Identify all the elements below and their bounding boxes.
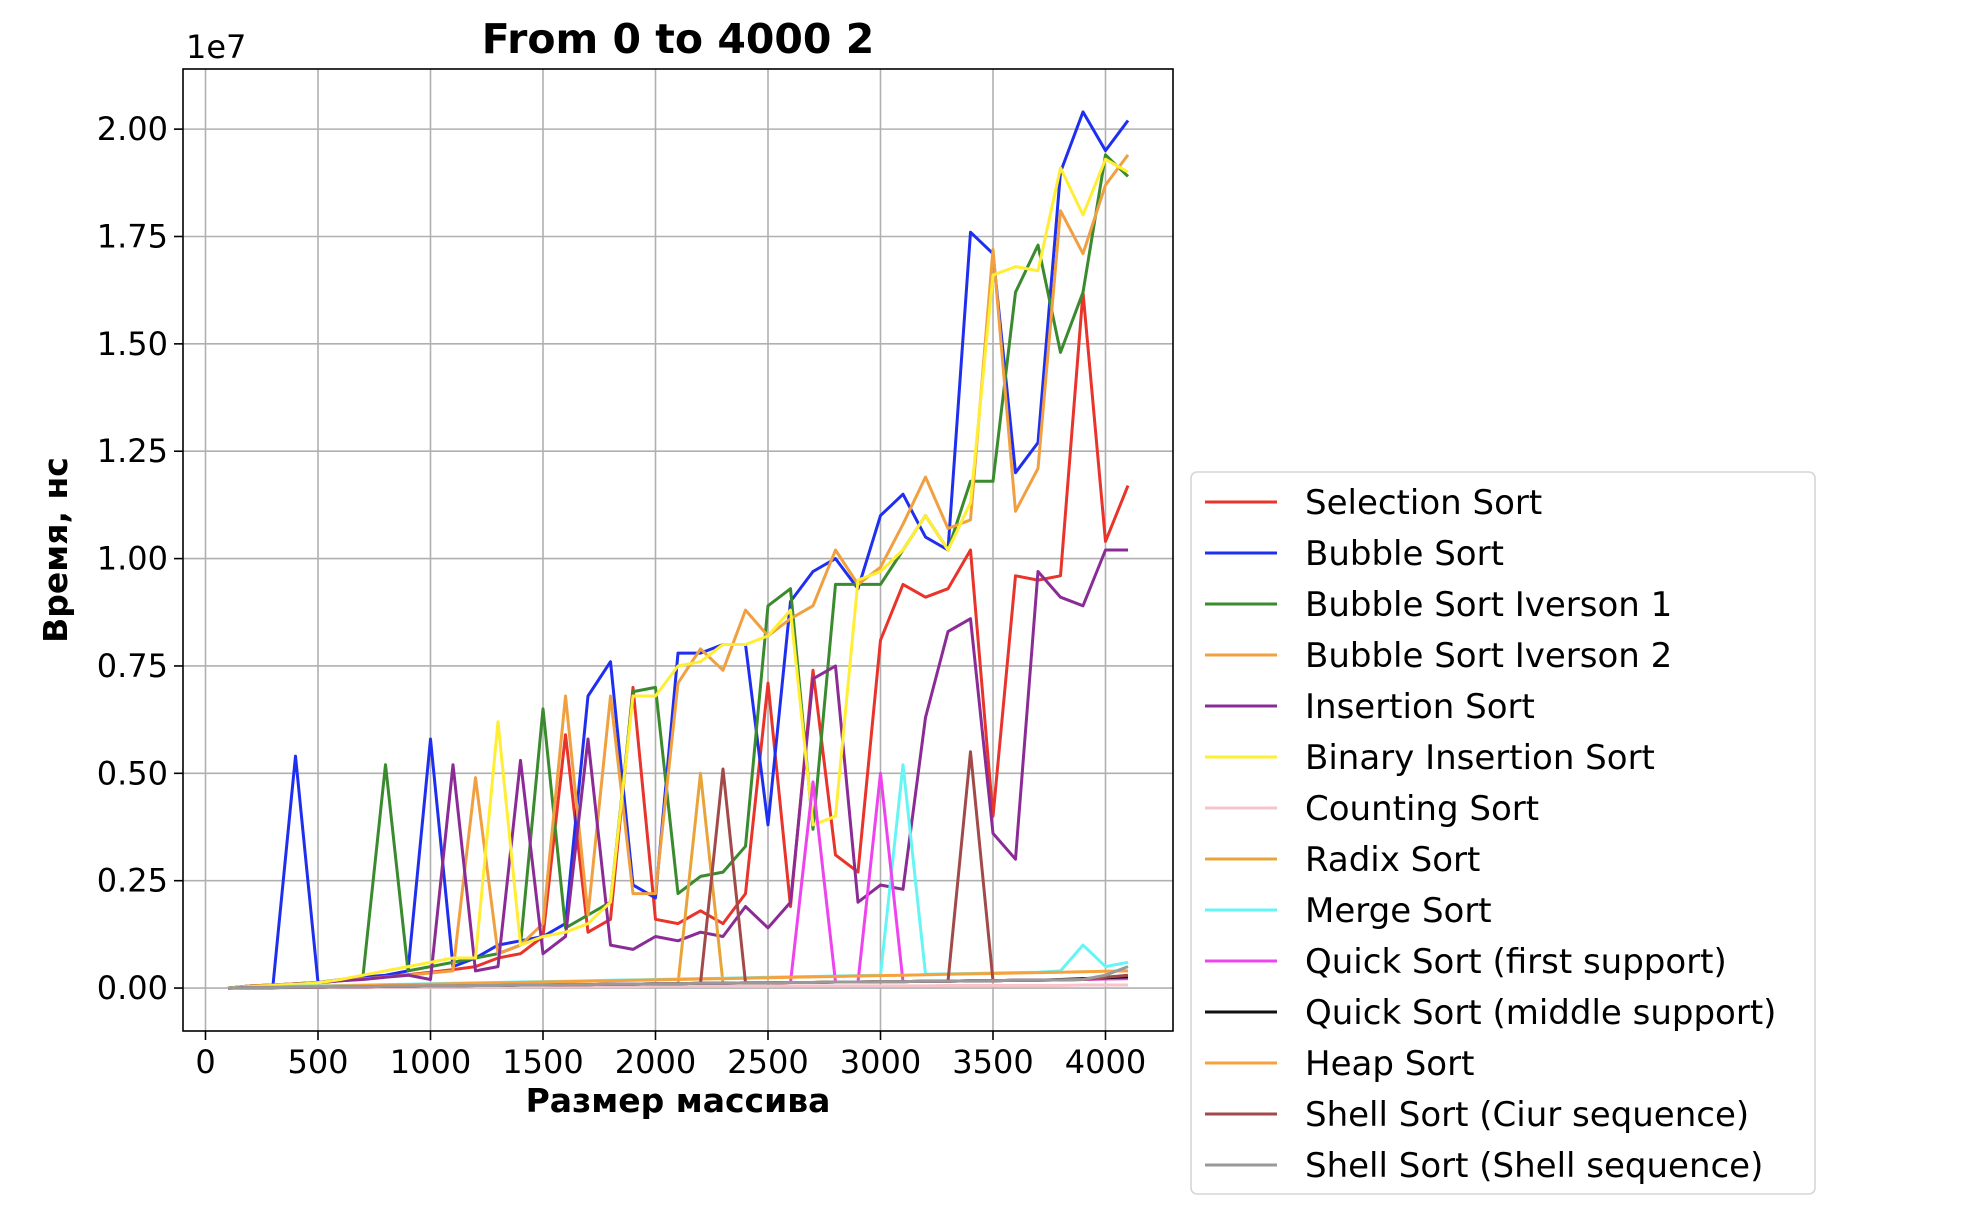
series-line-bubble-sort: [227, 110, 1130, 990]
series-lines: [227, 110, 1130, 990]
legend-label-shell-sort-shell-sequence: Shell Sort (Shell sequence): [1305, 1146, 1763, 1186]
y-tick-label: 0.50: [97, 754, 168, 792]
legend-label-quick-sort-middle-support: Quick Sort (middle support): [1305, 993, 1776, 1033]
x-tick-label: 0: [195, 1043, 215, 1081]
y-multiplier-label: 1e7: [186, 28, 246, 66]
y-tick-label: 1.75: [97, 217, 168, 255]
legend-label-merge-sort: Merge Sort: [1305, 891, 1492, 931]
y-tick-label: 0.75: [97, 647, 168, 685]
y-tick-label: 0.25: [97, 862, 168, 900]
legend-label-bubble-sort: Bubble Sort: [1305, 534, 1504, 574]
legend-label-selection-sort: Selection Sort: [1305, 483, 1542, 523]
x-tick-label: 500: [287, 1043, 348, 1081]
y-tick-label: 1.25: [97, 432, 168, 470]
y-axis: 0.00 0.25 0.50 0.75 1.00 1.25 1.50 1.75 2.00: [97, 110, 183, 1007]
x-tick-label: 1500: [502, 1043, 583, 1081]
series-line-binary-insertion-sort: [227, 157, 1129, 990]
chart-title: From 0 to 4000 2: [482, 15, 875, 63]
legend-label-radix-sort: Radix Sort: [1305, 840, 1480, 880]
series-line-bubble-sort-iverson-1: [227, 153, 1130, 990]
legend-label-shell-sort-ciur-sequence: Shell Sort (Ciur sequence): [1305, 1095, 1749, 1135]
plot-frame: [182, 68, 1174, 1032]
x-tick-label: 2000: [615, 1043, 696, 1081]
x-tick-label: 1000: [390, 1043, 471, 1081]
series-line-shell-sort-shell-sequence: [227, 965, 1129, 990]
y-tick-label: 1.50: [97, 325, 168, 363]
legend-label-bubble-sort-iverson-1: Bubble Sort Iverson 1: [1305, 585, 1672, 625]
y-axis-label: Время, нс: [36, 457, 75, 643]
legend-label-insertion-sort: Insertion Sort: [1305, 687, 1535, 727]
series-line-insertion-sort: [228, 548, 1128, 990]
legend-label-quick-sort-first-support: Quick Sort (first support): [1305, 942, 1727, 982]
legend: Selection Sort Bubble Sort Bubble Sort Ive…: [1190, 471, 1816, 1195]
y-tick-label: 0.00: [97, 969, 168, 1007]
x-tick-label: 2500: [727, 1043, 808, 1081]
y-tick-label: 2.00: [97, 110, 168, 148]
x-axis-label: Размер массива: [526, 1081, 831, 1120]
legend-label-bubble-sort-iverson-2: Bubble Sort Iverson 2: [1305, 636, 1672, 676]
legend-box: [1190, 471, 1816, 1195]
x-tick-label: 3500: [952, 1043, 1033, 1081]
y-tick-label: 1.00: [97, 540, 168, 578]
x-tick-label: 3000: [840, 1043, 921, 1081]
legend-label-counting-sort: Counting Sort: [1305, 789, 1539, 829]
x-tick-label: 4000: [1065, 1043, 1146, 1081]
x-axis: 0 500 1000 1500 2000 2500 3000 3500 4000: [195, 1031, 1146, 1081]
legend-label-heap-sort: Heap Sort: [1305, 1044, 1474, 1084]
legend-label-binary-insertion-sort: Binary Insertion Sort: [1305, 738, 1655, 778]
